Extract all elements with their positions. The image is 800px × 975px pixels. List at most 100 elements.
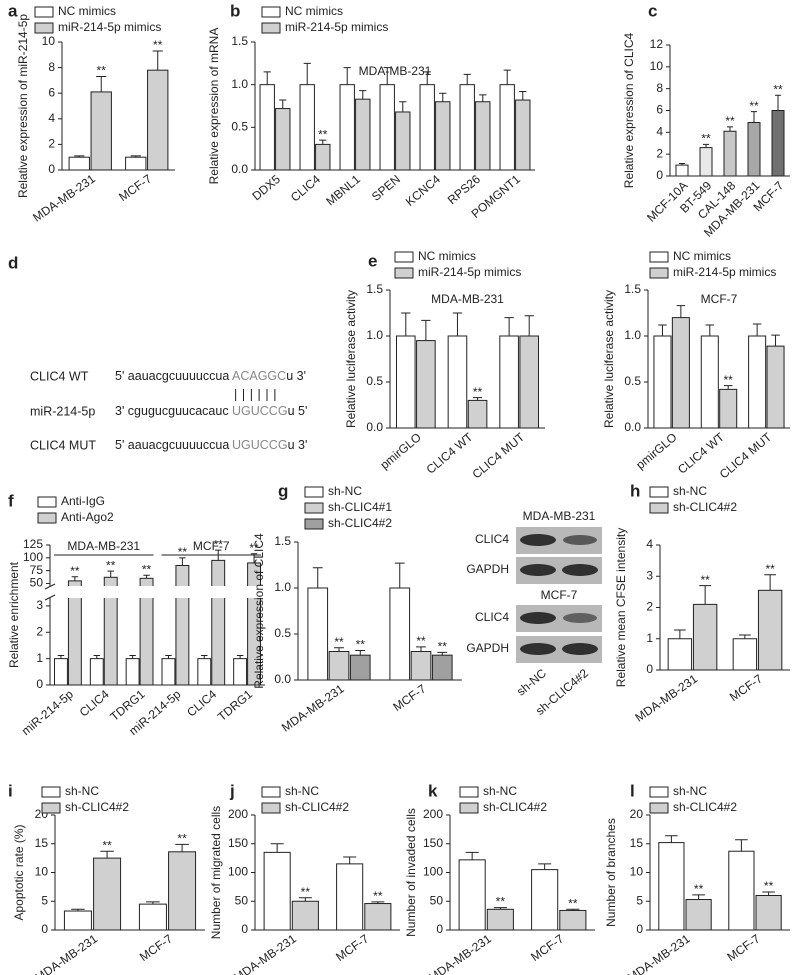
y-tick-label: 100 [23,550,43,564]
x-tick-label: DDX5 [249,172,283,204]
significance: ** [373,889,383,903]
x-tick-label: SPEN [369,172,403,204]
y-tick-label: 0 [646,662,653,676]
sequence-name: CLIC4 WT [30,369,89,383]
bar [757,589,783,671]
x-tick-label: MDA-MB-231 [632,671,700,724]
bar [211,559,226,686]
error-bar [519,90,527,101]
bar [291,900,319,931]
y-tick-label: 75 [30,563,44,577]
y-tick-label: 6 [48,85,55,99]
bar [161,658,176,686]
axis-break [51,586,266,598]
legend-label: sh-CLIC4#2 [65,800,129,814]
legend-swatch [649,267,669,279]
y-tick-label: 15 [35,836,49,850]
y-tick-label: 0.0 [624,420,641,434]
sequence-prefix: 5' aauacgcuuuuccua [115,438,229,452]
x-tick-label: MCF-7 [727,671,765,704]
y-tick-label: 1.5 [624,282,641,296]
x-tick-label: KCNC4 [403,172,443,209]
error-bar [674,629,686,639]
y-axis-label: Relative luciferase activity [344,290,358,428]
error-bar [416,646,426,652]
x-tick-label: CLIC4 WT [424,430,476,477]
bar [275,108,291,171]
y-tick-label: 12 [650,37,664,51]
error-bar [771,334,780,347]
blot-lane-label: sh-NC [514,666,549,699]
error-bar [383,67,391,85]
error-bar [503,69,511,85]
error-bar [524,315,534,336]
panel-label: i [8,781,13,800]
bar [658,842,685,931]
y-tick-label: 0.5 [366,374,383,388]
bar [458,859,486,931]
blot-row-label: CLIC4 [475,532,509,546]
bar [653,335,672,429]
sequence: 5' aauacgcuuuuccua UGUCCGu 3' [115,438,307,452]
legend-swatch [41,802,61,814]
legend-label: miR-214-5p mimics [58,20,161,34]
y-tick-label: 0 [636,922,643,936]
error-bar [71,576,79,581]
significance: ** [214,537,224,551]
legend-swatch [394,267,414,279]
significance: ** [106,558,116,572]
y-tick-label: 100 [228,865,248,879]
bar [671,317,690,429]
error-bar [764,574,776,591]
bar [519,335,540,429]
legend-label: sh-CLIC4#1 [328,500,392,514]
error-bar [703,143,709,148]
y-tick-label: 15 [630,836,644,850]
bar [559,909,587,931]
y-tick-label: 0 [241,922,248,936]
blot-title: MCF-7 [541,588,578,602]
significance: ** [318,127,328,141]
legend-swatch [649,486,669,498]
legend-swatch [261,6,281,18]
x-tick-label: MCF-7 [333,931,371,964]
y-tick-label: 0 [48,162,55,176]
blot-title: MDA-MB-231 [523,509,596,523]
bar [692,603,718,671]
y-tick-label: 4 [646,537,653,551]
legend-label: miR-214-5p mimics [673,265,776,279]
legend-label: NC mimics [673,249,731,263]
sequence-suffix: u 5' [288,404,308,418]
error-bar [96,76,107,92]
bar [732,638,758,671]
significance: ** [700,573,710,587]
significance: ** [142,562,152,576]
error-bar [263,71,271,85]
error-bar [71,908,85,912]
sequence-prefix: 3' cgugucguucacauc [115,404,229,418]
bar [259,84,275,171]
y-tick-label: 20 [630,807,644,821]
significance: ** [334,635,344,649]
y-tick-label: 3 [36,598,43,612]
error-bar [303,62,311,85]
error-bar [130,155,141,158]
bar [364,903,392,931]
bar [355,98,371,171]
legend-label: sh-NC [483,784,517,798]
panel-label: b [230,1,240,20]
y-tick-label: 0 [36,677,43,691]
x-tick-label: pmirGLO [378,430,424,472]
sequence-prefix: 5' aauacgcuuuuccua [115,369,229,383]
bar [499,84,515,171]
bar [395,111,411,171]
x-tick-label: MCF-7 [390,681,428,714]
blot-band [562,643,598,655]
error-bar [401,312,411,336]
error-bar [775,94,781,111]
panel-label: l [630,781,635,800]
x-tick-label: MDA-MB-231 [426,931,494,975]
bar [435,101,451,171]
bar [667,638,693,671]
significance: ** [97,64,107,78]
